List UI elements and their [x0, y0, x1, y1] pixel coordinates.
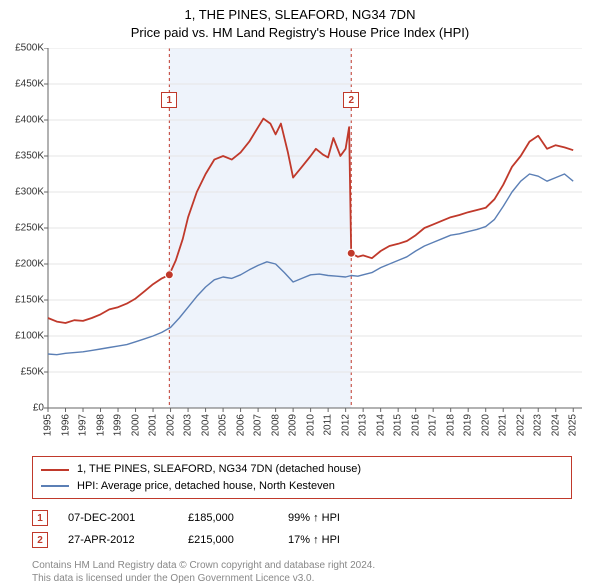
legend-label-hpi: HPI: Average price, detached house, Nort… [77, 478, 335, 495]
x-tick-label: 2018 [445, 414, 456, 436]
sale-price: £215,000 [188, 534, 268, 546]
x-tick-label: 1995 [43, 414, 54, 436]
x-tick-label: 2004 [200, 414, 211, 436]
x-tick-label: 2000 [130, 414, 141, 436]
sale-row: 2 27-APR-2012 £215,000 17% ↑ HPI [32, 529, 572, 551]
sale-marker-badge: 1 [161, 92, 177, 108]
x-tick-label: 1997 [78, 414, 89, 436]
footer-attribution: Contains HM Land Registry data © Crown c… [32, 559, 572, 585]
footer-line: This data is licensed under the Open Gov… [32, 572, 572, 585]
x-tick-label: 2013 [358, 414, 369, 436]
price-chart: £0£50K£100K£150K£200K£250K£300K£350K£400… [0, 48, 600, 450]
x-tick-label: 2007 [253, 414, 264, 436]
x-tick-label: 2021 [498, 414, 509, 436]
x-tick-label: 2023 [533, 414, 544, 436]
page-title: 1, THE PINES, SLEAFORD, NG34 7DN [0, 0, 600, 24]
x-tick-label: 1998 [95, 414, 106, 436]
x-tick-label: 2005 [218, 414, 229, 436]
chart-svg [0, 48, 600, 450]
legend-swatch-property [41, 469, 69, 471]
sale-delta: 99% ↑ HPI [288, 512, 408, 524]
footer-line: Contains HM Land Registry data © Crown c… [32, 559, 572, 572]
x-tick-label: 2010 [305, 414, 316, 436]
x-tick-label: 2019 [463, 414, 474, 436]
page-subtitle: Price paid vs. HM Land Registry's House … [0, 24, 600, 42]
x-tick-label: 2015 [393, 414, 404, 436]
legend-row-property: 1, THE PINES, SLEAFORD, NG34 7DN (detach… [41, 461, 563, 478]
x-tick-label: 2024 [550, 414, 561, 436]
x-tick-label: 2001 [148, 414, 159, 436]
sales-table: 1 07-DEC-2001 £185,000 99% ↑ HPI 2 27-AP… [32, 507, 572, 551]
sale-date: 27-APR-2012 [68, 534, 168, 546]
legend-row-hpi: HPI: Average price, detached house, Nort… [41, 478, 563, 495]
x-tick-label: 2025 [568, 414, 579, 436]
legend-label-property: 1, THE PINES, SLEAFORD, NG34 7DN (detach… [77, 461, 361, 478]
sale-price: £185,000 [188, 512, 268, 524]
x-tick-label: 1999 [113, 414, 124, 436]
x-tick-label: 2006 [235, 414, 246, 436]
x-tick-label: 2009 [288, 414, 299, 436]
x-tick-label: 1996 [60, 414, 71, 436]
x-tick-label: 2008 [270, 414, 281, 436]
x-tick-label: 2014 [375, 414, 386, 436]
x-tick-label: 2022 [515, 414, 526, 436]
x-tick-label: 2020 [480, 414, 491, 436]
legend-swatch-hpi [41, 485, 69, 487]
legend: 1, THE PINES, SLEAFORD, NG34 7DN (detach… [32, 456, 572, 499]
x-tick-label: 2016 [410, 414, 421, 436]
sale-date: 07-DEC-2001 [68, 512, 168, 524]
x-tick-label: 2017 [428, 414, 439, 436]
x-tick-label: 2002 [165, 414, 176, 436]
x-tick-label: 2003 [183, 414, 194, 436]
sale-delta: 17% ↑ HPI [288, 534, 408, 546]
x-tick-label: 2012 [340, 414, 351, 436]
sale-row: 1 07-DEC-2001 £185,000 99% ↑ HPI [32, 507, 572, 529]
sale-badge: 1 [32, 510, 48, 526]
x-axis-labels: 1995 1996 1997 1998 1999 2000 2001 2002 2003 2004… [0, 412, 600, 450]
x-tick-label: 2011 [323, 414, 334, 436]
sale-marker-badge: 2 [343, 92, 359, 108]
sale-badge: 2 [32, 532, 48, 548]
